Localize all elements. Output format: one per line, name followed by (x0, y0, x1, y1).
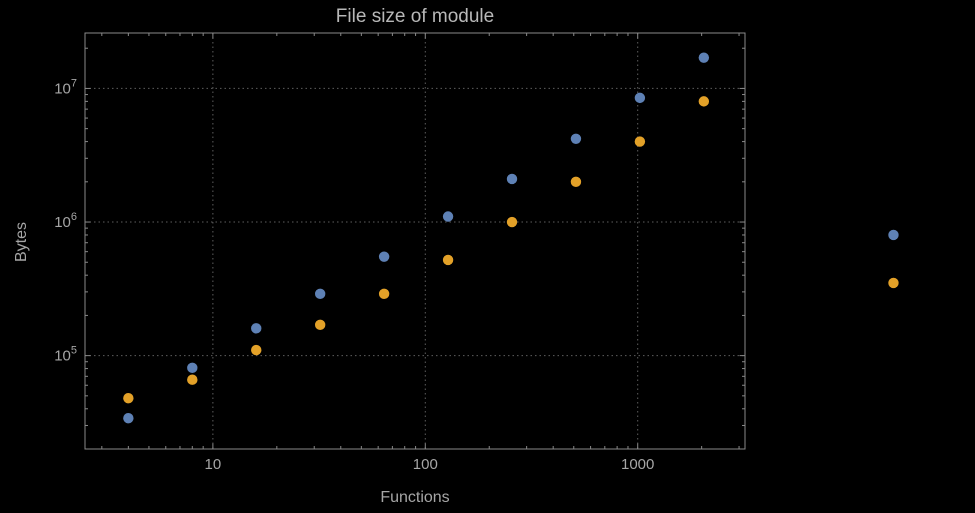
data-point (506, 216, 518, 228)
data-point (888, 229, 899, 241)
blue-series (123, 52, 899, 424)
data-point (570, 133, 582, 144)
chart-title: File size of module (335, 6, 495, 27)
y-tick-label: 107 (54, 77, 77, 97)
data-point (698, 96, 710, 107)
y-tick-label: 105 (54, 345, 77, 365)
data-point (378, 251, 390, 262)
data-point (251, 323, 262, 334)
data-point (314, 319, 326, 331)
data-point (888, 277, 899, 289)
plot-frame (84, 32, 746, 450)
data-point (698, 52, 710, 63)
data-point (251, 344, 262, 356)
x-tick-label: 10 (205, 456, 222, 473)
y-tick-label: 106 (54, 211, 77, 231)
data-point (570, 176, 582, 188)
data-point (634, 92, 646, 104)
x-axis-label: Functions (380, 489, 450, 506)
orange-series (123, 96, 899, 404)
data-point (506, 173, 518, 185)
x-tick-label: 100 (413, 456, 438, 473)
data-point (187, 374, 198, 385)
data-point (634, 136, 646, 147)
data-point (442, 254, 454, 266)
x-tick-label: 1000 (621, 456, 654, 473)
data-point (314, 288, 326, 300)
data-point (123, 413, 134, 424)
data-point (378, 288, 390, 300)
data-point (123, 393, 134, 404)
data-point (187, 362, 198, 374)
data-point (442, 211, 454, 222)
